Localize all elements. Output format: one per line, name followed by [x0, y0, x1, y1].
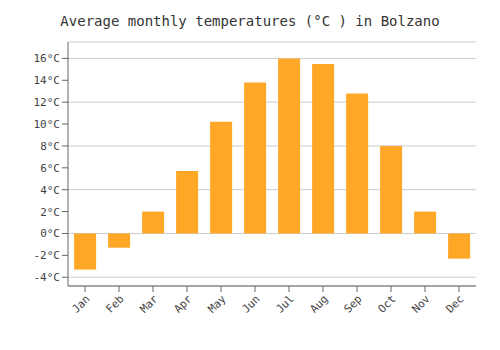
svg-text:Jun: Jun [239, 292, 262, 315]
svg-text:-2°C: -2°C [34, 249, 61, 262]
svg-text:Dec: Dec [443, 292, 466, 315]
svg-text:Mar: Mar [137, 292, 161, 316]
svg-text:0°C: 0°C [40, 227, 60, 240]
svg-text:14°C: 14°C [34, 74, 61, 87]
svg-text:16°C: 16°C [34, 52, 61, 65]
svg-text:Aug: Aug [307, 292, 330, 315]
svg-text:4°C: 4°C [40, 184, 60, 197]
svg-text:-4°C: -4°C [34, 271, 61, 284]
svg-text:Feb: Feb [103, 292, 126, 315]
svg-text:Jan: Jan [69, 292, 92, 315]
svg-text:May: May [205, 292, 229, 316]
svg-text:2°C: 2°C [40, 206, 60, 219]
html-text:Average monthly temperatures (: Average monthly temperatures (°C ) in Bo… [60, 13, 440, 29]
svg-text:10°C: 10°C [34, 118, 61, 131]
svg-text:Oct: Oct [375, 292, 398, 315]
svg-text:12°C: 12°C [34, 96, 61, 109]
svg-text:Sep: Sep [341, 292, 364, 315]
svg-text:Apr: Apr [171, 292, 195, 316]
svg-text:Nov: Nov [409, 292, 433, 316]
svg-text:8°C: 8°C [40, 140, 60, 153]
svg-text:6°C: 6°C [40, 162, 60, 175]
svg-text:Jul: Jul [273, 292, 296, 315]
